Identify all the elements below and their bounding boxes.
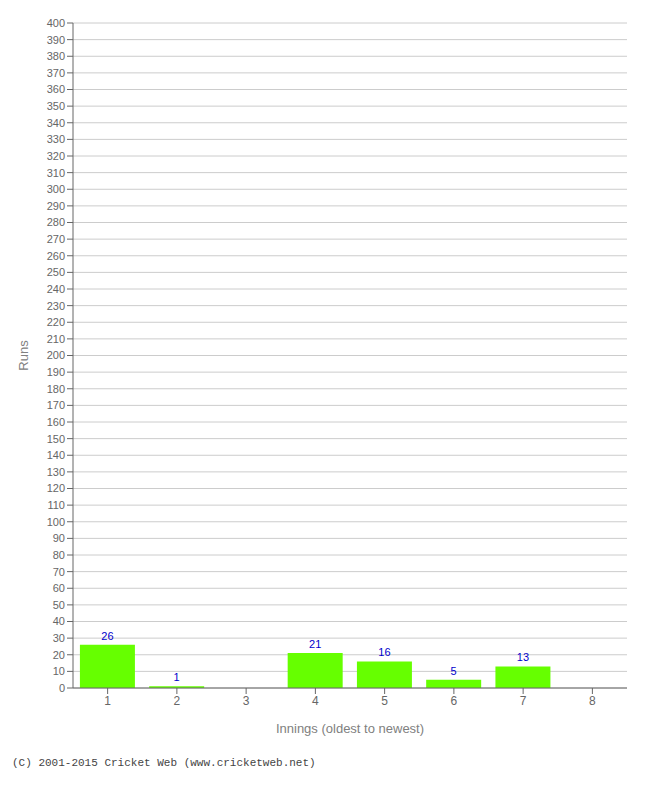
- svg-text:280: 280: [47, 216, 65, 228]
- svg-text:60: 60: [53, 582, 65, 594]
- svg-text:26: 26: [101, 630, 113, 642]
- svg-text:40: 40: [53, 615, 65, 627]
- svg-text:20: 20: [53, 649, 65, 661]
- svg-text:210: 210: [47, 333, 65, 345]
- svg-text:350: 350: [47, 100, 65, 112]
- svg-text:80: 80: [53, 549, 65, 561]
- svg-text:380: 380: [47, 50, 65, 62]
- svg-text:370: 370: [47, 67, 65, 79]
- svg-text:5: 5: [381, 694, 388, 708]
- svg-text:Innings (oldest to newest): Innings (oldest to newest): [276, 721, 424, 736]
- svg-text:13: 13: [517, 651, 529, 663]
- svg-text:320: 320: [47, 150, 65, 162]
- svg-text:2: 2: [174, 694, 181, 708]
- svg-text:30: 30: [53, 632, 65, 644]
- svg-text:360: 360: [47, 83, 65, 95]
- svg-text:240: 240: [47, 283, 65, 295]
- svg-text:170: 170: [47, 399, 65, 411]
- svg-text:310: 310: [47, 167, 65, 179]
- svg-text:150: 150: [47, 433, 65, 445]
- svg-text:340: 340: [47, 117, 65, 129]
- svg-text:1: 1: [104, 694, 111, 708]
- svg-text:250: 250: [47, 266, 65, 278]
- svg-text:100: 100: [47, 516, 65, 528]
- svg-text:110: 110: [47, 499, 65, 511]
- svg-text:70: 70: [53, 566, 65, 578]
- svg-text:120: 120: [47, 482, 65, 494]
- svg-text:160: 160: [47, 416, 65, 428]
- svg-text:4: 4: [312, 694, 319, 708]
- svg-text:6: 6: [451, 694, 458, 708]
- svg-text:270: 270: [47, 233, 65, 245]
- svg-text:90: 90: [53, 532, 65, 544]
- svg-text:390: 390: [47, 34, 65, 46]
- svg-text:220: 220: [47, 316, 65, 328]
- svg-text:10: 10: [53, 665, 65, 677]
- svg-text:180: 180: [47, 383, 65, 395]
- svg-text:140: 140: [47, 449, 65, 461]
- svg-text:21: 21: [309, 638, 321, 650]
- svg-text:7: 7: [520, 694, 527, 708]
- svg-text:400: 400: [47, 17, 65, 29]
- svg-text:3: 3: [243, 694, 250, 708]
- svg-text:230: 230: [47, 300, 65, 312]
- svg-text:50: 50: [53, 599, 65, 611]
- svg-text:5: 5: [451, 665, 457, 677]
- svg-text:0: 0: [59, 682, 65, 694]
- html-text:(C) 2001-2015 Cricket Web (www: (C) 2001-2015 Cricket Web (www.cricketwe…: [12, 757, 316, 769]
- svg-text:16: 16: [378, 646, 390, 658]
- svg-text:8: 8: [589, 694, 596, 708]
- svg-text:130: 130: [47, 466, 65, 478]
- svg-text:330: 330: [47, 133, 65, 145]
- svg-text:Runs: Runs: [16, 340, 31, 371]
- svg-text:200: 200: [47, 349, 65, 361]
- svg-text:290: 290: [47, 200, 65, 212]
- svg-text:190: 190: [47, 366, 65, 378]
- svg-text:300: 300: [47, 183, 65, 195]
- svg-text:260: 260: [47, 250, 65, 262]
- svg-text:1: 1: [174, 671, 180, 683]
